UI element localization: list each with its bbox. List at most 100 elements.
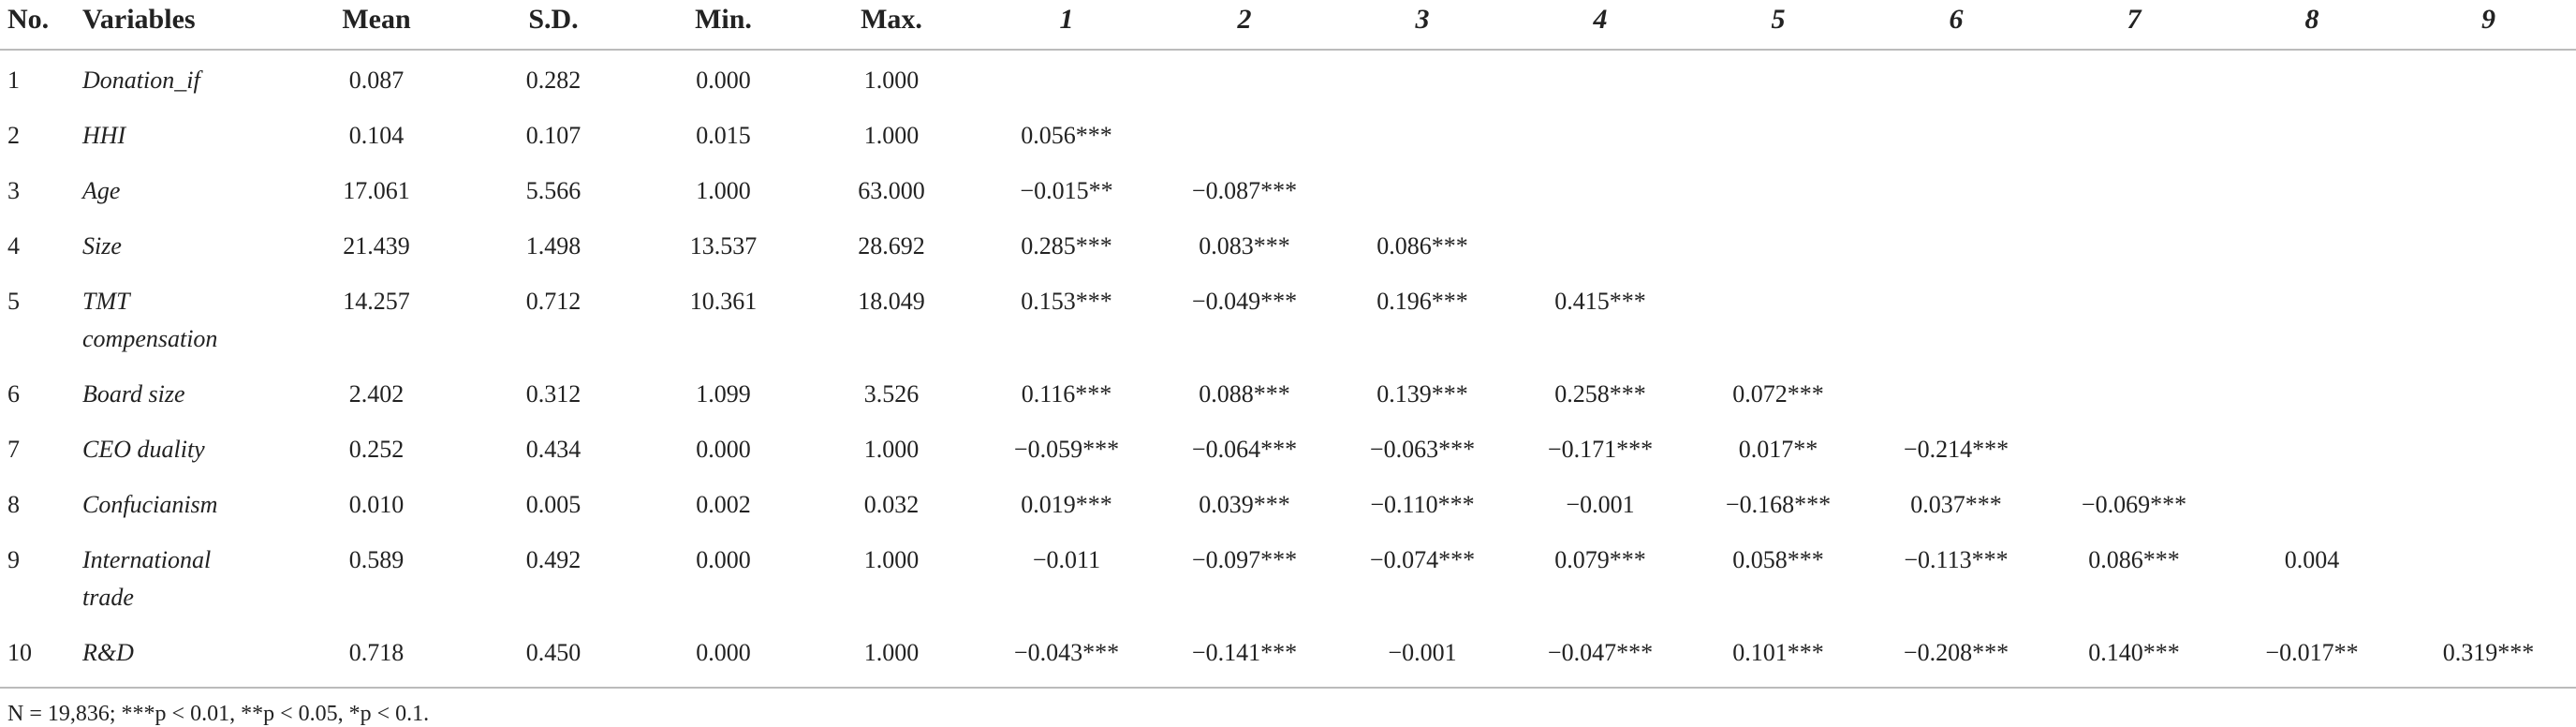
stat-cell: 5.566 [525, 177, 581, 204]
empty-cell [1867, 50, 2045, 106]
correlation-cell: −0.015** [1020, 177, 1113, 204]
correlation-cell: 0.058*** [1732, 546, 1824, 573]
empty-cell [2223, 106, 2401, 161]
empty-cell [978, 50, 1156, 106]
variable-name: TMT compensation [82, 288, 218, 352]
stat-cell: 0.000 [696, 436, 751, 463]
empty-cell [1689, 50, 1867, 106]
empty-cell [2045, 420, 2223, 475]
correlation-cell: 0.116*** [1021, 380, 1112, 408]
empty-cell [2223, 475, 2401, 530]
empty-cell [2045, 50, 2223, 106]
empty-cell [1689, 272, 1867, 364]
correlation-cell: −0.141*** [1156, 623, 1333, 689]
table-row: 7 CEO duality 0.252 0.434 0.000 1.000 −0.059**… [0, 420, 2576, 475]
stat-cell: 1.099 [696, 380, 751, 408]
correlation-cell: 0.039*** [1199, 491, 1290, 518]
column-header: 3 [1333, 0, 1511, 51]
correlation-cell: 0.139*** [1376, 380, 1468, 408]
empty-cell [1867, 272, 2045, 364]
empty-cell [1689, 216, 1867, 272]
empty-cell [2401, 530, 2576, 623]
correlation-cell: −0.087*** [1191, 177, 1298, 204]
empty-cell [1511, 106, 1689, 161]
empty-cell [2401, 161, 2576, 216]
correlation-cell: 0.258*** [1554, 380, 1646, 408]
empty-cell [1511, 50, 1689, 106]
stat-cell: 17.061 [343, 177, 410, 204]
stat-cell: 18.049 [858, 288, 925, 315]
correlation-cell: −0.113*** [1904, 546, 2009, 573]
row-number: 3 [7, 177, 20, 204]
empty-cell [1333, 161, 1511, 216]
empty-cell [2401, 50, 2576, 106]
empty-cell [2223, 161, 2401, 216]
correlation-cell: 0.088*** [1199, 380, 1290, 408]
column-header: 8 [2223, 0, 2401, 51]
stat-cell: 63.000 [858, 177, 925, 204]
empty-cell [1511, 216, 1689, 272]
empty-cell [2045, 106, 2223, 161]
correlation-cell: −0.001 [1333, 623, 1511, 689]
stat-cell: 0.005 [525, 491, 581, 518]
empty-cell [1156, 50, 1333, 106]
table-row: 10 R&D 0.718 0.450 0.000 1.000 −0.043*** −0.141… [0, 623, 2576, 689]
correlation-cell: −0.063*** [1369, 436, 1476, 463]
stat-cell: 0.000 [641, 623, 805, 689]
empty-cell [1867, 364, 2045, 420]
correlation-cell: −0.110*** [1370, 491, 1475, 518]
table-row: 8 Confucianism 0.010 0.005 0.002 0.032 0.019**… [0, 475, 2576, 530]
correlation-cell: 0.019*** [1021, 491, 1112, 518]
empty-cell [2045, 216, 2223, 272]
stat-cell: 0.434 [525, 436, 581, 463]
correlation-cell: 0.415*** [1554, 288, 1646, 315]
empty-cell [2045, 272, 2223, 364]
correlation-cell: −0.017** [2223, 623, 2401, 689]
column-header: 2 [1156, 0, 1333, 51]
empty-cell [2223, 272, 2401, 364]
stat-cell: 28.692 [858, 232, 925, 260]
column-header: No. [0, 0, 82, 51]
empty-cell [2401, 216, 2576, 272]
stat-cell: 0.718 [287, 623, 465, 689]
column-header: 5 [1689, 0, 1867, 51]
stat-cell: 0.104 [348, 122, 405, 149]
empty-cell [1689, 161, 1867, 216]
table-row: 3 Age 17.061 5.566 1.000 63.000 −0.015** −0.087… [0, 161, 2576, 216]
correlation-cell: 0.056*** [1021, 122, 1112, 149]
column-header: 1 [978, 0, 1156, 51]
empty-cell [1333, 106, 1511, 161]
row-number: 6 [7, 380, 20, 408]
stat-cell: 0.252 [348, 436, 405, 463]
empty-cell [2401, 272, 2576, 364]
correlation-cell: 0.086*** [1376, 232, 1468, 260]
empty-cell [2223, 50, 2401, 106]
stat-cell: 0.087 [348, 67, 405, 94]
stat-cell: 0.312 [525, 380, 581, 408]
table-row: 1 Donation_if 0.087 0.282 0.000 1.000 [0, 50, 2576, 106]
stat-cell: 0.450 [465, 623, 641, 689]
row-number: 5 [7, 288, 20, 315]
column-header: Variables [82, 0, 287, 51]
empty-cell [2223, 420, 2401, 475]
correlation-cell: −0.097*** [1191, 546, 1298, 573]
column-header: Mean [287, 0, 465, 51]
correlation-cell: −0.047*** [1511, 623, 1689, 689]
correlation-cell: −0.214*** [1903, 436, 2009, 463]
correlation-cell: −0.064*** [1191, 436, 1298, 463]
empty-cell [2401, 420, 2576, 475]
variable-name: Confucianism [82, 491, 218, 518]
variable-name: R&D [82, 623, 287, 689]
correlation-cell: 0.285*** [1021, 232, 1112, 260]
stat-cell: 0.000 [696, 546, 751, 573]
stat-cell: 0.492 [525, 546, 581, 573]
stat-cell: 0.010 [348, 491, 405, 518]
column-header: Min. [641, 0, 805, 51]
empty-cell [2401, 106, 2576, 161]
correlation-cell: −0.168*** [1725, 491, 1832, 518]
header-row: No. Variables Mean S.D. Min. Max. 1 2 3 4 5 6 7 8 9 [0, 0, 2576, 51]
empty-cell [1511, 161, 1689, 216]
column-header: 6 [1867, 0, 2045, 51]
